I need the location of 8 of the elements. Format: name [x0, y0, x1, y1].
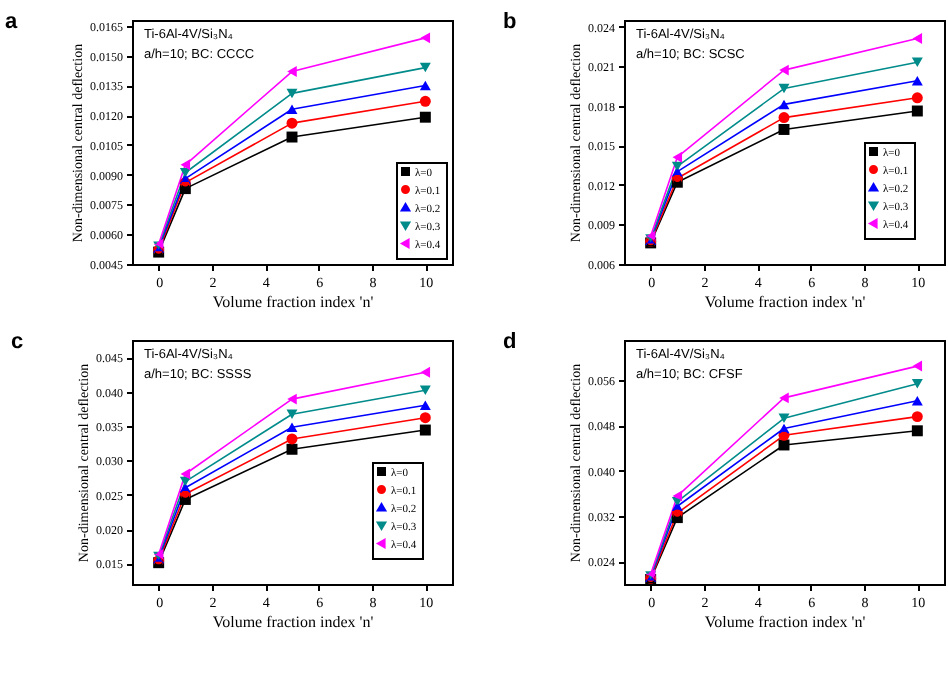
x-axis-title: Volume fraction index 'n' [704, 613, 867, 631]
x-axis-title: Volume fraction index 'n' [212, 293, 375, 311]
x-axis-title: Volume fraction index 'n' [212, 613, 375, 631]
x-axis-title: Volume fraction index 'n' [704, 293, 867, 311]
chart-title: b [503, 10, 517, 34]
chart-title: d [503, 330, 517, 354]
chart-title: c [11, 330, 24, 354]
chart-title: a [5, 9, 19, 34]
